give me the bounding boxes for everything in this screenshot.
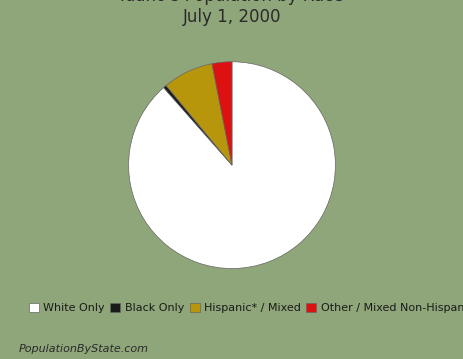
Title: Idaho's Population by Race
July 1, 2000: Idaho's Population by Race July 1, 2000 <box>120 0 343 26</box>
Legend: White Only, Black Only, Hispanic* / Mixed, Other / Mixed Non-Hispanic: White Only, Black Only, Hispanic* / Mixe… <box>24 298 463 318</box>
Text: PopulationByState.com: PopulationByState.com <box>19 344 148 354</box>
Wedge shape <box>163 85 232 165</box>
Wedge shape <box>212 62 232 165</box>
Wedge shape <box>128 62 335 269</box>
Wedge shape <box>166 64 232 165</box>
